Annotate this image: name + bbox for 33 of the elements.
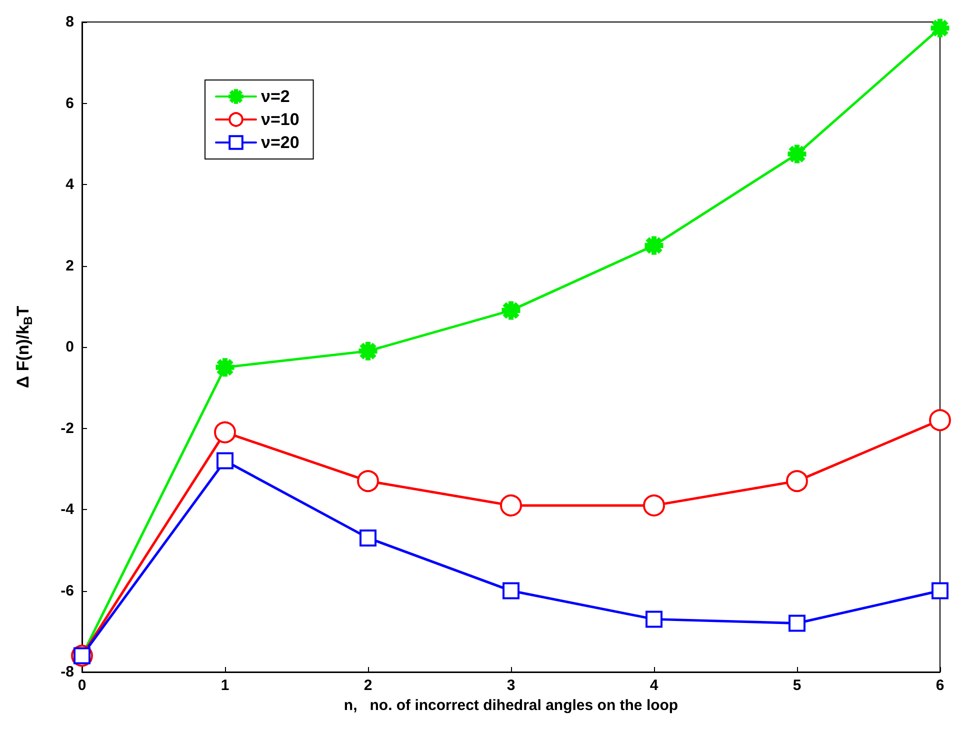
x-tick-label: 4 bbox=[650, 677, 659, 694]
point bbox=[929, 409, 951, 432]
y-tick-label: -6 bbox=[60, 582, 74, 600]
x-tick-label: 6 bbox=[936, 677, 944, 694]
y-tick-label: 4 bbox=[66, 176, 75, 193]
point bbox=[643, 494, 665, 516]
point bbox=[932, 582, 948, 600]
x-tick-label: 2 bbox=[364, 677, 372, 694]
y-tick-label: -8 bbox=[60, 664, 74, 680]
point bbox=[502, 582, 520, 600]
y-tick-label: 0 bbox=[66, 338, 74, 356]
x-axis-title: n, no. of incorrect dihedral angles on the loop bbox=[344, 696, 678, 714]
point bbox=[786, 470, 808, 492]
x-tick-label: 5 bbox=[792, 677, 802, 694]
legend-label: ν=20 bbox=[261, 133, 300, 152]
point bbox=[357, 470, 379, 492]
y-tick-label: 8 bbox=[66, 14, 74, 30]
point bbox=[360, 529, 376, 546]
y-tick-label: 6 bbox=[66, 94, 74, 112]
x-tick-label: 0 bbox=[78, 677, 86, 694]
point bbox=[216, 452, 234, 470]
point bbox=[646, 610, 662, 628]
legend-label: ν=10 bbox=[261, 110, 300, 129]
point bbox=[788, 614, 806, 632]
x-tick-label: 1 bbox=[220, 677, 230, 694]
y-axis-title: Δ F(n)/kBT bbox=[14, 305, 35, 388]
point bbox=[500, 494, 522, 516]
x-tick-label: 3 bbox=[506, 677, 516, 694]
y-tick-label: -4 bbox=[60, 501, 75, 518]
y-tick-label: -2 bbox=[60, 420, 74, 437]
point bbox=[214, 421, 236, 444]
y-tick-label: 2 bbox=[66, 257, 74, 274]
legend-label: ν=2 bbox=[261, 87, 290, 106]
